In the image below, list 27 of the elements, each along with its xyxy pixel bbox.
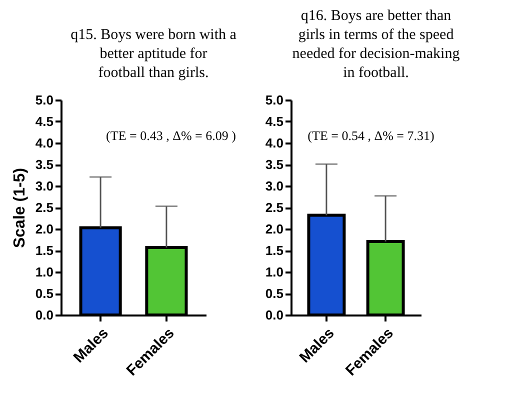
y-tick-label: 1.5 [35,243,54,258]
chart-title: q16. Boys are better than girls in terms of the speed needed for decision-making in football. [292,8,460,81]
y-tick-label: 1.0 [35,264,54,280]
y-tick-label: 1.5 [265,243,284,258]
y-tick-label: 3.5 [265,157,284,172]
y-tick-label: 0.0 [265,308,284,322]
y-tick-label: 3.0 [265,178,284,194]
y-axis-title: Scale (1-5) [11,168,28,248]
annotation: (TE = 0.54 , Δ% = 7.31) [308,128,434,143]
y-tick-label: 0.5 [265,286,284,301]
y-tick-label: 2.0 [35,222,54,236]
y-tick-label: 0.0 [35,308,54,322]
y-tick-label: 2.5 [35,200,54,215]
annotation: (TE = 0.43 , Δ% = 6.09 ) [106,128,236,143]
y-tick-label: 5.0 [35,92,54,108]
y-tick-label: 3.5 [35,157,54,172]
y-tick-label: 4.5 [265,114,284,129]
y-tick-label: 2.0 [265,222,284,236]
chart-title: q15. Boys were born with a better aptitude for football than girls. [70,27,237,81]
y-tick-label: 0.5 [35,286,54,301]
y-tick-label: 2.5 [265,200,284,215]
y-tick-label: 4.0 [35,136,54,150]
y-tick-label: 4.5 [35,114,54,129]
y-tick-label: 3.0 [35,178,54,194]
y-tick-label: 4.0 [265,136,284,150]
y-tick-label: 5.0 [265,92,284,108]
y-tick-label: 1.0 [265,264,284,280]
